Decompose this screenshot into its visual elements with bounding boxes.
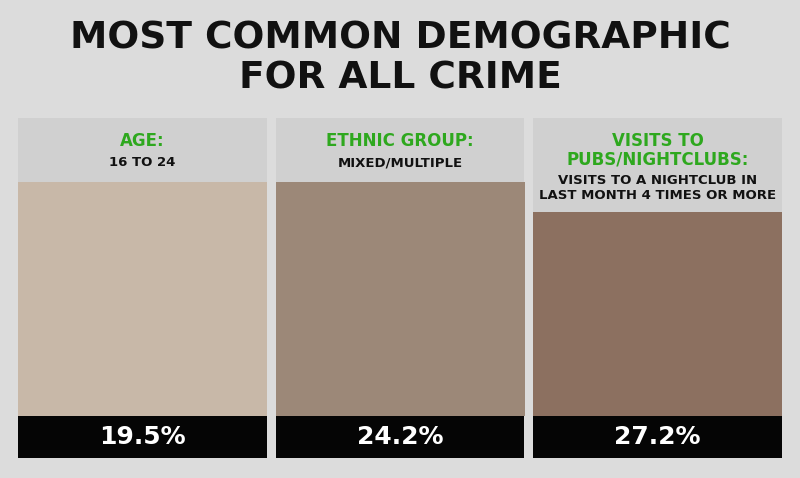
Bar <box>18 416 266 458</box>
Text: VISITS TO: VISITS TO <box>612 132 704 150</box>
Text: VISITS TO A NIGHTCLUB IN: VISITS TO A NIGHTCLUB IN <box>558 174 758 187</box>
Text: 27.2%: 27.2% <box>614 425 701 449</box>
Bar <box>18 118 266 458</box>
Bar <box>534 416 782 458</box>
Text: FOR ALL CRIME: FOR ALL CRIME <box>238 60 562 96</box>
Text: 16 TO 24: 16 TO 24 <box>109 156 175 169</box>
Text: MOST COMMON DEMOGRAPHIC: MOST COMMON DEMOGRAPHIC <box>70 20 730 56</box>
Bar <box>534 118 782 458</box>
Text: AGE:: AGE: <box>120 132 165 150</box>
Bar <box>276 182 524 416</box>
Bar <box>534 212 782 416</box>
Text: LAST MONTH 4 TIMES OR MORE: LAST MONTH 4 TIMES OR MORE <box>539 189 776 202</box>
Bar <box>276 118 524 458</box>
Text: 19.5%: 19.5% <box>99 425 186 449</box>
Text: 24.2%: 24.2% <box>357 425 443 449</box>
Bar <box>276 416 524 458</box>
Bar <box>18 182 266 416</box>
Text: PUBS/NIGHTCLUBS:: PUBS/NIGHTCLUBS: <box>566 150 749 168</box>
Text: MIXED/MULTIPLE: MIXED/MULTIPLE <box>338 156 462 169</box>
Text: ETHNIC GROUP:: ETHNIC GROUP: <box>326 132 474 150</box>
